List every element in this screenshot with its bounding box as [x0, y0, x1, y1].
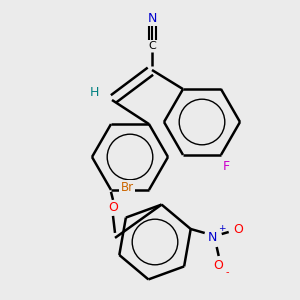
- Text: O: O: [108, 201, 118, 214]
- Text: F: F: [222, 160, 230, 173]
- Text: C: C: [148, 41, 156, 51]
- Text: O: O: [213, 259, 223, 272]
- Text: Br: Br: [120, 182, 134, 194]
- Text: N: N: [208, 230, 218, 244]
- Text: H: H: [89, 85, 99, 98]
- Text: -: -: [226, 267, 230, 277]
- Text: +: +: [218, 224, 226, 232]
- Text: N: N: [147, 11, 157, 25]
- Text: O: O: [233, 223, 243, 236]
